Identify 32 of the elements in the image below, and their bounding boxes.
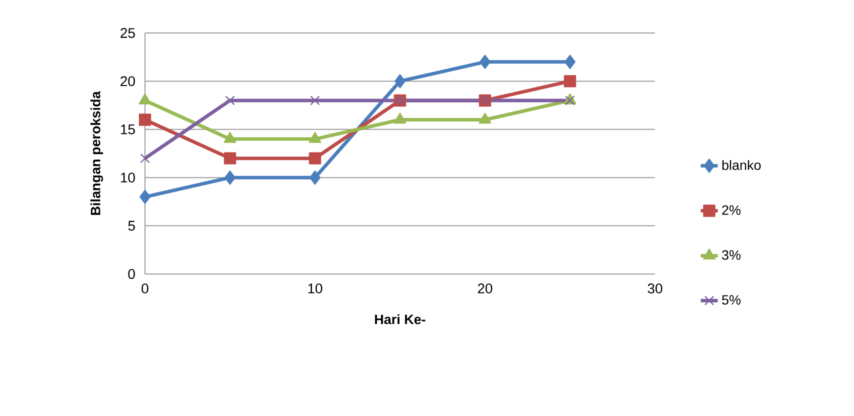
point: [480, 54, 490, 70]
point: [565, 96, 575, 106]
y-axis-title: Bilangan peroksida: [90, 91, 104, 215]
y-tick-label: 10: [120, 172, 135, 183]
point: [478, 112, 492, 124]
x-axis-title: Hari Ke-: [375, 314, 426, 324]
legend-label: 2%: [722, 205, 741, 215]
y-tick-label: 0: [128, 269, 135, 279]
x-tick-label: 10: [308, 284, 322, 294]
point: [225, 96, 235, 106]
point: [394, 112, 406, 124]
point: [310, 170, 320, 185]
point: [308, 152, 322, 164]
y-tick-label: 15: [120, 124, 135, 134]
point: [564, 75, 576, 88]
x-tick-label: 20: [478, 284, 492, 294]
point: [564, 54, 576, 70]
point: [140, 153, 150, 164]
x-tick-label: 0: [142, 284, 148, 294]
legend-label: 3%: [722, 250, 741, 260]
y-tick-label: 25: [120, 28, 135, 38]
point: [140, 190, 150, 204]
point: [310, 96, 320, 106]
point: [394, 74, 406, 88]
legend-label: blanko: [722, 160, 761, 170]
point: [224, 152, 236, 164]
point: [138, 114, 152, 126]
point: [224, 170, 236, 185]
x-tick-label: 30: [648, 284, 662, 294]
y-tick-label: 5: [128, 220, 135, 231]
legend-label: 5%: [722, 295, 741, 305]
y-tick-label: 20: [120, 76, 135, 86]
